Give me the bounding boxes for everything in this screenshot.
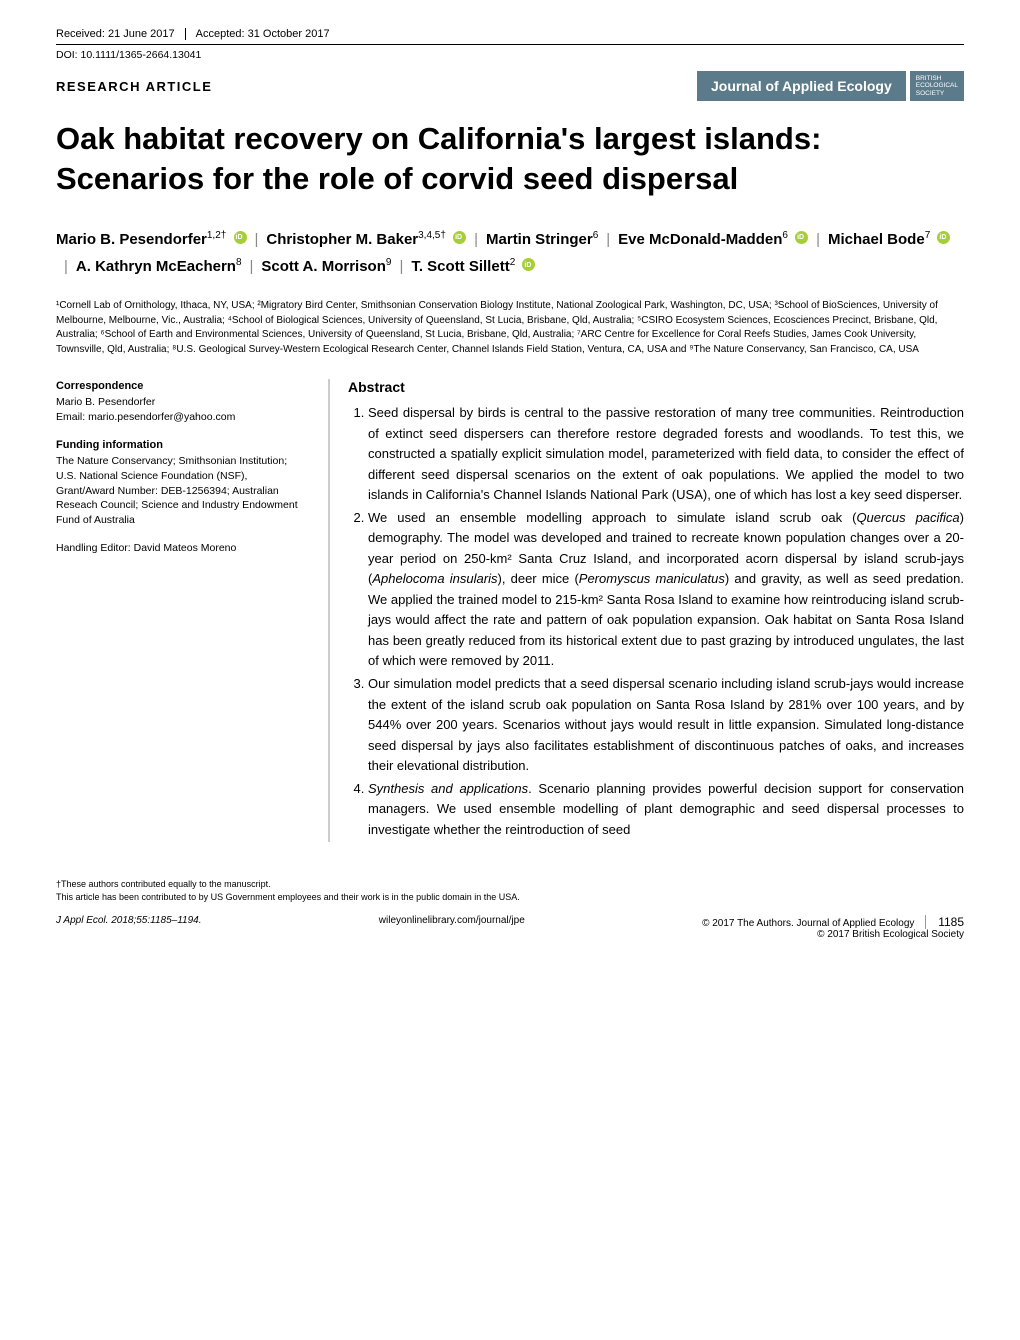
journal-url: wileyonlinelibrary.com/journal/jpe xyxy=(379,915,525,926)
journal-name: Journal of Applied Ecology xyxy=(697,71,906,101)
author-separator: | xyxy=(250,258,254,275)
orcid-icon xyxy=(937,231,950,244)
correspondence-name: Mario B. Pesendorfer xyxy=(56,395,298,410)
funding-heading: Funding information xyxy=(56,438,298,453)
correspondence-heading: Correspondence xyxy=(56,379,298,394)
funding-text: The Nature Conservancy; Smithsonian Inst… xyxy=(56,454,298,527)
abstract-item: Our simulation model predicts that a see… xyxy=(368,674,964,777)
author: Mario B. Pesendorfer1,2† xyxy=(56,231,247,248)
journal-badge: Journal of Applied Ecology BRITISH ECOLO… xyxy=(697,71,964,101)
orcid-icon xyxy=(795,231,808,244)
author: Scott A. Morrison9 xyxy=(261,258,391,275)
citation: J Appl Ecol. 2018;55:1185–1194. xyxy=(56,915,201,926)
page-footer: J Appl Ecol. 2018;55:1185–1194. wileyonl… xyxy=(56,915,964,940)
page-number: 1185 xyxy=(925,915,964,929)
author-list: Mario B. Pesendorfer1,2† | Christopher M.… xyxy=(56,226,964,282)
copyright-line-1: © 2017 The Authors. Journal of Applied E… xyxy=(702,918,914,929)
article-type: RESEARCH ARTICLE xyxy=(56,79,212,94)
author-separator: | xyxy=(64,258,68,275)
abstract-list: Seed dispersal by birds is central to th… xyxy=(348,403,964,840)
funding-block: Funding information The Nature Conservan… xyxy=(56,438,298,528)
abstract-item: Synthesis and applications. Scenario pla… xyxy=(368,779,964,841)
author: Martin Stringer6 xyxy=(486,231,598,248)
public-domain-footnote: This article has been contributed to by … xyxy=(56,891,964,904)
author: Christopher M. Baker3,4,5† xyxy=(266,231,466,248)
abstract-item: We used an ensemble modelling approach t… xyxy=(368,508,964,672)
orcid-icon xyxy=(453,231,466,244)
author: A. Kathryn McEachern8 xyxy=(76,258,242,275)
author-separator: | xyxy=(606,231,610,248)
copyright-line-2: © 2017 British Ecological Society xyxy=(817,929,964,940)
author-separator: | xyxy=(474,231,478,248)
abstract-heading: Abstract xyxy=(348,379,964,395)
author-separator: | xyxy=(816,231,820,248)
copyright-block: © 2017 The Authors. Journal of Applied E… xyxy=(702,915,964,940)
article-type-row: RESEARCH ARTICLE Journal of Applied Ecol… xyxy=(56,71,964,101)
equal-contribution-footnote: †These authors contributed equally to th… xyxy=(56,878,964,891)
author: Eve McDonald-Madden6 xyxy=(618,231,808,248)
affiliations: ¹Cornell Lab of Ornithology, Ithaca, NY,… xyxy=(56,299,964,357)
abstract-item: Seed dispersal by birds is central to th… xyxy=(368,403,964,506)
author: T. Scott Sillett2 xyxy=(411,258,535,275)
correspondence-block: Correspondence Mario B. Pesendorfer Emai… xyxy=(56,379,298,425)
handling-editor: Handling Editor: David Mateos Moreno xyxy=(56,541,298,556)
author-separator: | xyxy=(255,231,259,248)
correspondence-email: Email: mario.pesendorfer@yahoo.com xyxy=(56,410,298,425)
orcid-icon xyxy=(522,258,535,271)
author: Michael Bode7 xyxy=(828,231,950,248)
orcid-icon xyxy=(234,231,247,244)
article-header: Received: 21 June 2017 Accepted: 31 Octo… xyxy=(56,28,964,45)
sidebar: Correspondence Mario B. Pesendorfer Emai… xyxy=(56,379,298,842)
article-title: Oak habitat recovery on California's lar… xyxy=(56,119,964,200)
author-separator: | xyxy=(399,258,403,275)
abstract-column: Abstract Seed dispersal by birds is cent… xyxy=(328,379,964,842)
accepted-date: Accepted: 31 October 2017 xyxy=(185,28,330,40)
footnotes: †These authors contributed equally to th… xyxy=(56,878,964,903)
received-date: Received: 21 June 2017 xyxy=(56,28,175,40)
doi: DOI: 10.1111/1365-2664.13041 xyxy=(56,49,964,61)
journal-society: BRITISH ECOLOGICAL SOCIETY xyxy=(910,71,964,101)
